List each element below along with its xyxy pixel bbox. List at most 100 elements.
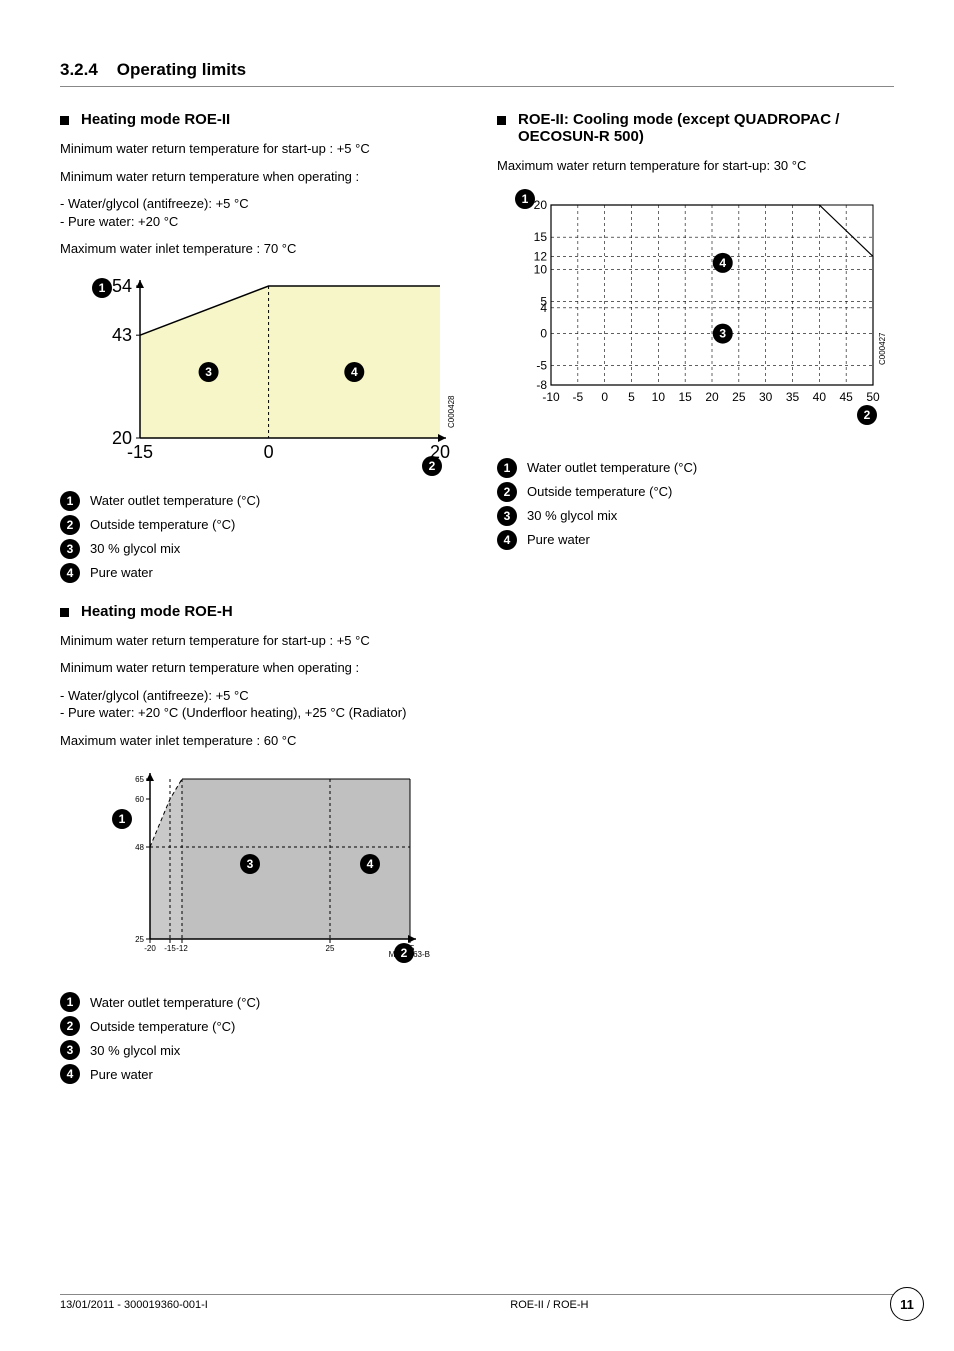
svg-text:25: 25 bbox=[326, 944, 335, 953]
svg-text:25: 25 bbox=[732, 390, 746, 404]
legend-text: 30 % glycol mix bbox=[90, 1043, 180, 1058]
roeh-li2: Pure water: +20 °C (Underfloor heating),… bbox=[60, 704, 457, 722]
section-heading: 3.2.4 Operating limits bbox=[60, 60, 894, 87]
svg-text:1: 1 bbox=[119, 812, 126, 826]
roeh-p2: Minimum water return temperature when op… bbox=[60, 659, 457, 677]
legend-text: Pure water bbox=[90, 1067, 153, 1082]
two-column-layout: Heating mode ROE-II Minimum water return… bbox=[60, 111, 894, 1104]
legend-text: Pure water bbox=[527, 532, 590, 547]
page-content: 3.2.4 Operating limits Heating mode ROE-… bbox=[0, 0, 954, 1104]
footer-center: ROE-II / ROE-H bbox=[510, 1299, 588, 1311]
svg-text:0: 0 bbox=[540, 326, 547, 340]
cooling-chart: -8-504510121520-10-505101520253035404550… bbox=[503, 185, 894, 450]
legend-row: 1 Water outlet temperature (°C) bbox=[60, 992, 457, 1012]
roe2-chart: 204354-15020C0004281234 bbox=[80, 268, 457, 483]
svg-text:43: 43 bbox=[112, 325, 132, 345]
svg-text:4: 4 bbox=[719, 255, 726, 269]
legend-text: Water outlet temperature (°C) bbox=[90, 493, 260, 508]
badge-2-icon: 2 bbox=[60, 1016, 80, 1036]
svg-text:1: 1 bbox=[99, 281, 106, 295]
badge-3-icon: 3 bbox=[497, 506, 517, 526]
legend-row: 2Outside temperature (°C) bbox=[497, 482, 894, 502]
roeh-list: Water/glycol (antifreeze): +5 °C Pure wa… bbox=[60, 687, 457, 722]
svg-text:0: 0 bbox=[601, 390, 608, 404]
legend-row: 330 % glycol mix bbox=[60, 539, 457, 559]
svg-text:20: 20 bbox=[534, 198, 548, 212]
bullet-square-icon bbox=[497, 116, 506, 125]
svg-text:30: 30 bbox=[759, 390, 773, 404]
svg-text:-15: -15 bbox=[164, 944, 176, 953]
svg-text:2: 2 bbox=[864, 408, 871, 422]
svg-text:15: 15 bbox=[534, 230, 548, 244]
legend-row: 2 Outside temperature (°C) bbox=[60, 515, 457, 535]
subhead-roeh-text: Heating mode ROE-H bbox=[81, 603, 233, 620]
roeh-chart-svg: 25486065-20-15-122545M001663-B1234 bbox=[80, 759, 460, 979]
svg-text:20: 20 bbox=[705, 390, 719, 404]
svg-text:-10: -10 bbox=[542, 390, 560, 404]
badge-4-icon: 4 bbox=[60, 563, 80, 583]
roe2-p1: Minimum water return temperature for sta… bbox=[60, 140, 457, 158]
legend-text: 30 % glycol mix bbox=[90, 541, 180, 556]
roeh-chart: 25486065-20-15-122545M001663-B1234 bbox=[80, 759, 457, 984]
badge-1-icon: 1 bbox=[497, 458, 517, 478]
svg-text:10: 10 bbox=[534, 262, 548, 276]
svg-text:-12: -12 bbox=[176, 944, 188, 953]
svg-text:-15: -15 bbox=[127, 442, 153, 462]
svg-text:3: 3 bbox=[247, 857, 254, 871]
roeh-li1: Water/glycol (antifreeze): +5 °C bbox=[60, 687, 457, 705]
right-column: ROE-II: Cooling mode (except QUADROPAC /… bbox=[497, 111, 894, 1104]
legend-row: 330 % glycol mix bbox=[60, 1040, 457, 1060]
roeh-p1: Minimum water return temperature for sta… bbox=[60, 632, 457, 650]
roe2-legend: 1 Water outlet temperature (°C) 2 Outside … bbox=[60, 491, 457, 583]
svg-text:65: 65 bbox=[135, 775, 144, 784]
svg-text:-5: -5 bbox=[572, 390, 583, 404]
svg-text:4: 4 bbox=[367, 857, 374, 871]
legend-text: 30 % glycol mix bbox=[527, 508, 617, 523]
roeh-legend: 1 Water outlet temperature (°C) 2 Outside … bbox=[60, 992, 457, 1084]
badge-1-icon: 1 bbox=[60, 992, 80, 1012]
legend-row: 4 Pure water bbox=[497, 530, 894, 550]
page-number-badge: 11 bbox=[890, 1287, 924, 1321]
page-footer: 13/01/2011 - 300019360-001-I ROE-II / RO… bbox=[60, 1294, 894, 1311]
svg-text:25: 25 bbox=[135, 935, 144, 944]
roe2-li2: Pure water: +20 °C bbox=[60, 213, 457, 231]
legend-row: 2 Outside temperature (°C) bbox=[60, 1016, 457, 1036]
subhead-roe2-text: Heating mode ROE-II bbox=[81, 111, 230, 128]
svg-text:60: 60 bbox=[135, 795, 144, 804]
cooling-legend: 1 Water outlet temperature (°C) 2Outside … bbox=[497, 458, 894, 550]
roe2-p2: Minimum water return temperature when op… bbox=[60, 168, 457, 186]
left-column: Heating mode ROE-II Minimum water return… bbox=[60, 111, 457, 1104]
svg-text:35: 35 bbox=[786, 390, 800, 404]
svg-text:-5: -5 bbox=[536, 358, 547, 372]
svg-text:50: 50 bbox=[866, 390, 880, 404]
svg-text:C000428: C000428 bbox=[447, 395, 456, 428]
legend-text: Water outlet temperature (°C) bbox=[90, 995, 260, 1010]
svg-text:48: 48 bbox=[135, 843, 144, 852]
bullet-square-icon bbox=[60, 116, 69, 125]
svg-text:40: 40 bbox=[813, 390, 827, 404]
subhead-roe2: Heating mode ROE-II bbox=[60, 111, 457, 128]
legend-row: 1 Water outlet temperature (°C) bbox=[60, 491, 457, 511]
legend-text: Pure water bbox=[90, 565, 153, 580]
cooling-chart-svg: -8-504510121520-10-505101520253035404550… bbox=[503, 185, 903, 445]
roe2-chart-svg: 204354-15020C0004281234 bbox=[80, 268, 460, 478]
badge-1-icon: 1 bbox=[60, 491, 80, 511]
svg-text:10: 10 bbox=[652, 390, 666, 404]
page-number: 11 bbox=[900, 1297, 914, 1312]
legend-text: Outside temperature (°C) bbox=[90, 1019, 235, 1034]
svg-text:45: 45 bbox=[839, 390, 853, 404]
legend-text: Water outlet temperature (°C) bbox=[527, 460, 697, 475]
svg-text:1: 1 bbox=[522, 192, 529, 206]
cooling-p1: Maximum water return temperature for sta… bbox=[497, 157, 894, 175]
svg-text:12: 12 bbox=[534, 249, 548, 263]
badge-4-icon: 4 bbox=[497, 530, 517, 550]
roeh-p3: Maximum water inlet temperature : 60 °C bbox=[60, 732, 457, 750]
badge-4-icon: 4 bbox=[60, 1064, 80, 1084]
svg-text:5: 5 bbox=[628, 390, 635, 404]
legend-text: Outside temperature (°C) bbox=[90, 517, 235, 532]
svg-text:54: 54 bbox=[112, 276, 132, 296]
subhead-roeh: Heating mode ROE-H bbox=[60, 603, 457, 620]
svg-text:3: 3 bbox=[719, 326, 726, 340]
badge-2-icon: 2 bbox=[60, 515, 80, 535]
legend-row: 4 Pure water bbox=[60, 1064, 457, 1084]
